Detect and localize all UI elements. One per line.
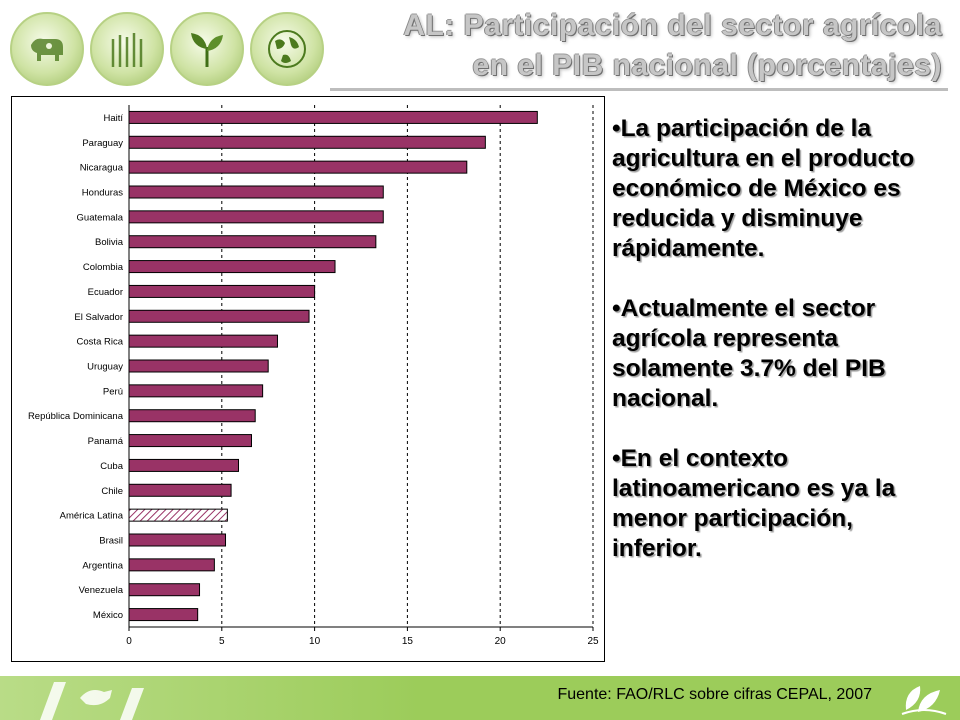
category-label: Guatemala <box>77 212 124 223</box>
category-label: México <box>93 610 123 621</box>
source-note: Fuente: FAO/RLC sobre cifras CEPAL, 2007 <box>557 686 872 703</box>
category-label: América Latina <box>60 511 124 522</box>
category-label: Uruguay <box>87 362 123 373</box>
bullet-marker: • <box>612 445 621 472</box>
bullet-marker: • <box>612 115 621 142</box>
x-tick-label: 10 <box>309 636 321 647</box>
bar <box>128 409 256 423</box>
category-label: Bolivia <box>95 237 124 248</box>
x-tick-label: 25 <box>587 636 599 647</box>
bar <box>128 309 310 323</box>
leaves-logo-icon <box>901 686 947 715</box>
cow-icon <box>10 12 84 86</box>
bar <box>128 160 468 174</box>
category-label: Paraguay <box>82 138 123 149</box>
bullet-item-3: •En el contexto latinoamericano es ya la… <box>612 444 942 564</box>
bullet-text: Actualmente el sector agrícola represent… <box>612 295 886 412</box>
bar <box>128 210 384 224</box>
header: AL: Participación del sector agrícola en… <box>0 0 960 94</box>
bar <box>128 284 316 298</box>
bar <box>128 185 384 199</box>
category-label: Argentina <box>82 560 123 571</box>
category-label: Chile <box>101 486 123 497</box>
bullet-list: •La participación de la agricultura en e… <box>612 114 942 594</box>
bar-highlight <box>128 508 228 522</box>
plant-leaves-icon <box>170 12 244 86</box>
x-tick-label: 5 <box>219 636 225 647</box>
category-label: Venezuela <box>79 585 124 596</box>
bar <box>128 235 377 249</box>
bar <box>128 260 336 274</box>
farm-silhouette-icon <box>40 682 144 720</box>
footer-gradient <box>0 676 420 720</box>
title-line-2: en el PIB nacional (porcentajes) <box>472 49 942 82</box>
category-label: Ecuador <box>88 287 123 298</box>
chart-canvas: Haití Paraguay Nicaragua Honduras Guatemala B… <box>28 105 599 647</box>
bar <box>128 533 227 547</box>
bar-chart: Haití Paraguay Nicaragua Honduras Guatemala B… <box>11 96 605 662</box>
bar <box>128 334 278 348</box>
bullet-text: En el contexto latinoamericano es ya la … <box>612 445 896 562</box>
category-label: Haití <box>103 113 123 124</box>
category-label: Colombia <box>83 262 124 273</box>
bullet-item-2: •Actualmente el sector agrícola represen… <box>612 294 942 414</box>
category-label: Costa Rica <box>77 337 124 348</box>
globe-icon <box>250 12 324 86</box>
category-label: Honduras <box>82 188 123 199</box>
category-label: Panamá <box>88 436 124 447</box>
category-label: Perú <box>103 386 123 397</box>
bar <box>128 558 215 572</box>
bar <box>128 135 486 149</box>
bar <box>128 434 252 448</box>
page-title: AL: Participación del sector agrícola en… <box>403 6 942 86</box>
category-label: Cuba <box>100 461 123 472</box>
x-tick-label: 0 <box>126 636 132 647</box>
category-label: Brasil <box>99 536 123 547</box>
crop-field-icon <box>90 12 164 86</box>
bullet-item-1: •La participación de la agricultura en e… <box>612 114 942 264</box>
category-label: El Salvador <box>74 312 123 323</box>
category-label: Nicaragua <box>80 163 124 174</box>
bar <box>128 110 538 124</box>
bullet-marker: • <box>612 295 621 322</box>
category-label: República Dominicana <box>28 411 124 422</box>
title-underline <box>330 88 948 91</box>
bar <box>128 384 264 398</box>
bullet-text: La participación de la agricultura en el… <box>612 115 915 262</box>
x-tick-label: 15 <box>402 636 414 647</box>
bar <box>128 483 232 497</box>
bar <box>128 583 201 597</box>
bar <box>128 359 269 373</box>
title-line-1: AL: Participación del sector agrícola <box>403 9 942 42</box>
bar <box>128 608 199 622</box>
bar <box>128 458 240 472</box>
x-tick-label: 20 <box>495 636 507 647</box>
